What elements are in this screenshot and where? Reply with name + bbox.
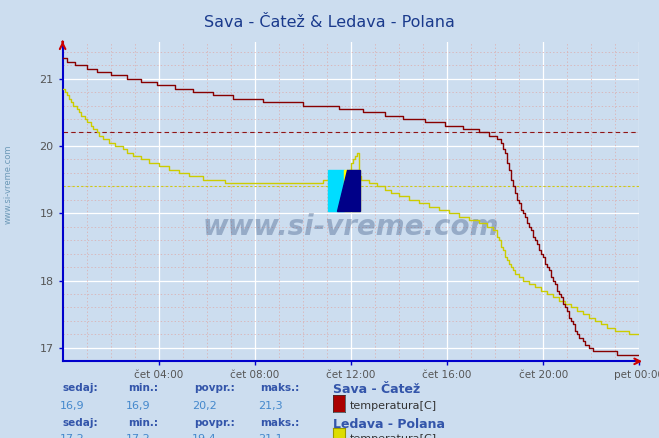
Polygon shape: [337, 170, 360, 211]
Text: Sava - Čatež: Sava - Čatež: [333, 383, 420, 396]
Text: sedaj:: sedaj:: [63, 418, 98, 428]
Text: sedaj:: sedaj:: [63, 383, 98, 393]
Text: Ledava - Polana: Ledava - Polana: [333, 418, 445, 431]
Text: 16,9: 16,9: [126, 401, 151, 411]
Text: 21,3: 21,3: [258, 401, 283, 411]
Text: 17,2: 17,2: [60, 434, 85, 438]
Text: Sava - Čatež & Ledava - Polana: Sava - Čatež & Ledava - Polana: [204, 15, 455, 30]
Text: 16,9: 16,9: [60, 401, 85, 411]
Text: 20,2: 20,2: [192, 401, 217, 411]
Text: temperatura[C]: temperatura[C]: [349, 434, 436, 438]
Bar: [328, 170, 344, 211]
Text: maks.:: maks.:: [260, 383, 300, 393]
Text: 21,1: 21,1: [258, 434, 283, 438]
Text: maks.:: maks.:: [260, 418, 300, 428]
Text: www.si-vreme.com: www.si-vreme.com: [3, 144, 13, 224]
Text: min.:: min.:: [129, 418, 159, 428]
Text: www.si-vreme.com: www.si-vreme.com: [203, 213, 499, 241]
Text: 17,2: 17,2: [126, 434, 151, 438]
Text: povpr.:: povpr.:: [194, 418, 235, 428]
Bar: [344, 170, 360, 211]
Text: povpr.:: povpr.:: [194, 383, 235, 393]
Text: 19,4: 19,4: [192, 434, 217, 438]
Text: temperatura[C]: temperatura[C]: [349, 401, 436, 411]
Text: min.:: min.:: [129, 383, 159, 393]
